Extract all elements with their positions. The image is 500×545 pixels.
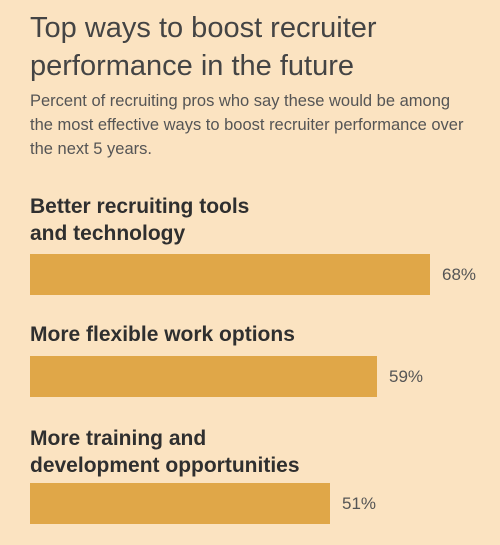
category-label: More training and development opportuniti… xyxy=(30,427,300,477)
bar xyxy=(30,483,330,524)
chart-title: Top ways to boost recruiter performance … xyxy=(30,12,377,82)
bar-value-label: 59% xyxy=(389,367,424,386)
chart-subtitle: Percent of recruiting pros who say these… xyxy=(30,92,464,158)
category-label: More flexible work options xyxy=(30,323,295,346)
bar xyxy=(30,356,377,397)
bar-value-label: 51% xyxy=(342,494,377,513)
bar xyxy=(30,254,430,295)
category-label: Better recruiting tools and technology xyxy=(30,195,250,245)
bar-value-label: 68% xyxy=(442,265,477,284)
